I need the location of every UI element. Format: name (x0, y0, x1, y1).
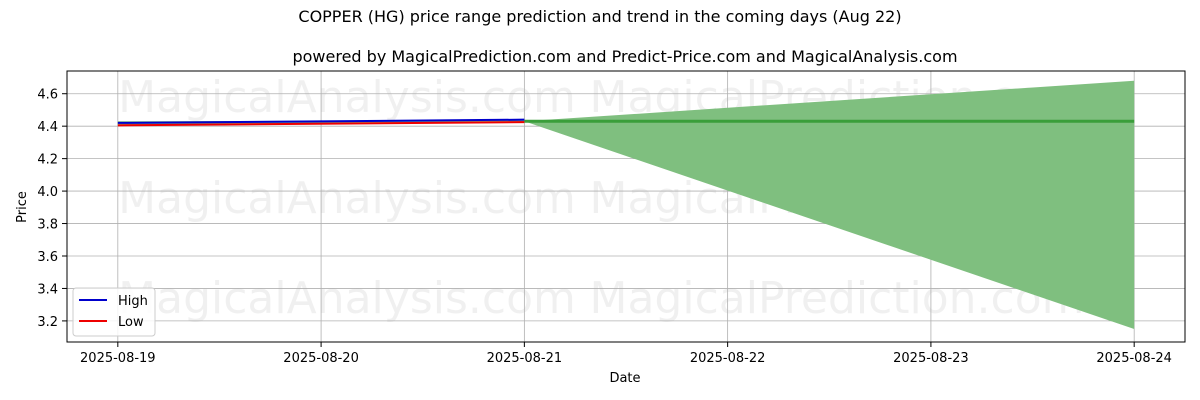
series-line-low (117, 121, 525, 127)
y-axis-ticks: 3.2 3.4 3.6 3.8 4.0 4.2 4.4 4.6 (37, 88, 67, 330)
x-tick-label: 2025-08-23 (893, 351, 969, 366)
x-tick-label: 2025-08-22 (690, 351, 766, 366)
legend-low-label: Low (118, 315, 144, 330)
chart-title: COPPER (HG) price range prediction and t… (298, 7, 901, 26)
chart-subtitle: powered by MagicalPrediction.com and Pre… (292, 47, 957, 66)
y-tick-label: 3.2 (37, 315, 58, 330)
y-tick-label: 4.6 (37, 88, 58, 103)
y-tick-label: 3.6 (37, 250, 58, 265)
y-tick-label: 4.2 (37, 153, 58, 168)
x-tick-label: 2025-08-19 (80, 351, 156, 366)
watermark-text: MagicalAnalysis.com (118, 72, 576, 123)
watermark-text: MagicalAnalysis.com (118, 173, 576, 224)
x-tick-label: 2025-08-21 (487, 351, 563, 366)
legend: High Low (72, 287, 156, 337)
y-tick-label: 4.0 (37, 185, 58, 200)
legend-high-label: High (118, 294, 148, 309)
series-line-high (117, 118, 525, 124)
x-tick-label: 2025-08-20 (283, 351, 359, 366)
y-tick-label: 4.4 (37, 120, 58, 135)
x-axis-label: Date (609, 371, 640, 386)
plot-frame (66, 70, 1186, 343)
x-axis-ticks: 2025-08-19 2025-08-20 2025-08-21 2025-08-22… (80, 342, 1172, 366)
watermark-text: MagicalAnalysis.com (118, 273, 576, 324)
prediction-range-band (524, 80, 1135, 330)
y-axis-label: Price (15, 191, 30, 223)
lines (117, 118, 1135, 127)
x-tick-label: 2025-08-24 (1096, 351, 1172, 366)
y-tick-label: 3.4 (37, 282, 58, 297)
y-tick-label: 3.8 (37, 218, 58, 233)
